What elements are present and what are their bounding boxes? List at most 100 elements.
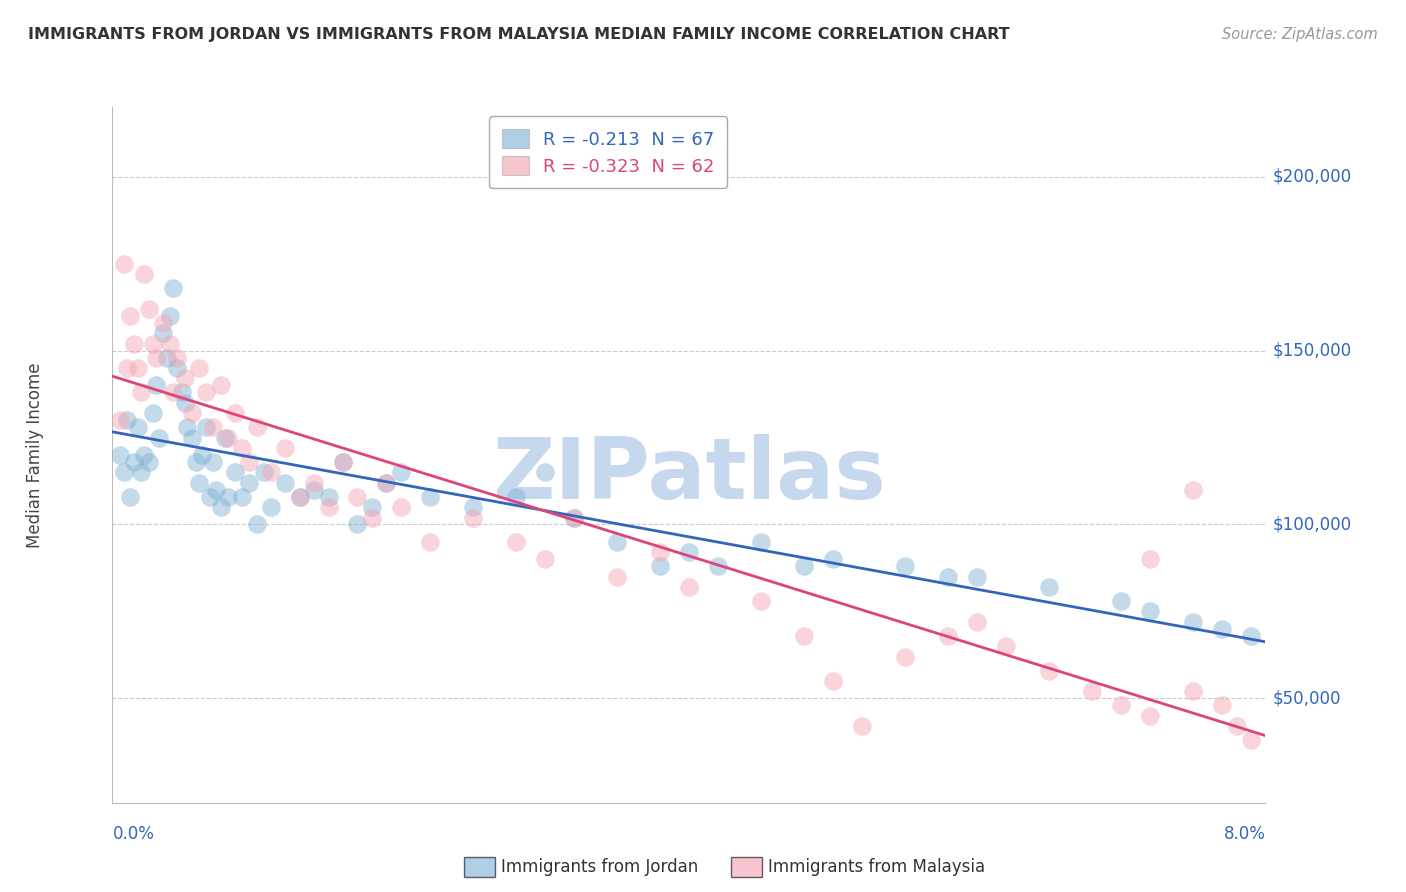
Point	[200, 490, 222, 504]
Text: Median Family Income: Median Family Income	[27, 362, 44, 548]
Point	[678, 545, 700, 559]
Point	[209, 500, 232, 514]
Point	[1111, 698, 1133, 713]
Point	[318, 500, 340, 514]
Legend: R = -0.213  N = 67, R = -0.323  N = 62: R = -0.213 N = 67, R = -0.323 N = 62	[489, 116, 727, 188]
Point	[173, 371, 195, 385]
Point	[217, 430, 239, 444]
Point	[1139, 708, 1161, 723]
Text: 0.0%: 0.0%	[112, 825, 155, 843]
Point	[191, 448, 214, 462]
Point	[156, 351, 179, 365]
Point	[1240, 629, 1263, 643]
Point	[304, 483, 326, 497]
Point	[966, 615, 988, 629]
Point	[288, 490, 311, 504]
Point	[562, 510, 585, 524]
Point	[115, 413, 138, 427]
Point	[152, 316, 174, 330]
Point	[648, 545, 672, 559]
Point	[894, 649, 917, 664]
Point	[118, 309, 141, 323]
Point	[1111, 594, 1133, 608]
Point	[1182, 483, 1205, 497]
Point	[224, 466, 246, 480]
Point	[162, 385, 184, 400]
Point	[180, 406, 202, 420]
Point	[134, 448, 156, 462]
Point	[533, 552, 555, 566]
Point	[851, 719, 873, 733]
Point	[1211, 698, 1233, 713]
Point	[966, 570, 988, 584]
Point	[375, 475, 398, 490]
Point	[419, 534, 441, 549]
Point	[606, 570, 628, 584]
Point	[461, 500, 484, 514]
Point	[1139, 605, 1161, 619]
Point	[1139, 552, 1161, 566]
Point	[176, 420, 198, 434]
Point	[533, 466, 555, 480]
Point	[253, 466, 276, 480]
Point	[505, 490, 527, 504]
Text: ZIPatlas: ZIPatlas	[492, 434, 886, 517]
Point	[145, 351, 167, 365]
Point	[112, 256, 135, 270]
Point	[749, 594, 772, 608]
Point	[304, 475, 326, 490]
Point	[108, 413, 131, 427]
Point	[245, 420, 267, 434]
Point	[389, 500, 412, 514]
Point	[1211, 622, 1233, 636]
Point	[138, 455, 160, 469]
Point	[134, 267, 156, 281]
Point	[112, 466, 135, 480]
Point	[375, 475, 398, 490]
Point	[142, 336, 165, 351]
Point	[995, 639, 1018, 653]
Point	[127, 360, 149, 375]
Point	[678, 580, 700, 594]
Point	[245, 517, 267, 532]
Text: 8.0%: 8.0%	[1223, 825, 1265, 843]
Point	[706, 559, 728, 574]
Point	[170, 385, 193, 400]
Point	[173, 395, 195, 409]
Text: Source: ZipAtlas.com: Source: ZipAtlas.com	[1222, 27, 1378, 42]
Point	[166, 360, 188, 375]
Point	[159, 336, 181, 351]
Point	[148, 430, 170, 444]
Point	[1081, 684, 1104, 698]
Point	[129, 385, 153, 400]
Point	[238, 455, 260, 469]
Point	[1038, 580, 1060, 594]
Text: $50,000: $50,000	[1272, 690, 1341, 707]
Point	[274, 475, 297, 490]
Point	[202, 420, 225, 434]
Point	[648, 559, 672, 574]
Point	[793, 559, 815, 574]
Point	[360, 500, 382, 514]
Text: $150,000: $150,000	[1272, 342, 1351, 359]
Point	[142, 406, 165, 420]
Point	[821, 552, 844, 566]
Point	[389, 466, 412, 480]
Text: Immigrants from Jordan: Immigrants from Jordan	[501, 858, 697, 876]
Point	[118, 490, 141, 504]
Point	[180, 430, 202, 444]
Point	[419, 490, 441, 504]
Point	[1182, 615, 1205, 629]
Point	[231, 441, 253, 455]
Point	[195, 385, 218, 400]
Point	[159, 309, 181, 323]
Point	[749, 534, 772, 549]
Point	[166, 351, 188, 365]
Point	[288, 490, 311, 504]
Point	[332, 455, 354, 469]
Point	[217, 490, 239, 504]
Text: Immigrants from Malaysia: Immigrants from Malaysia	[768, 858, 984, 876]
Point	[224, 406, 246, 420]
Point	[127, 420, 149, 434]
Point	[162, 281, 184, 295]
